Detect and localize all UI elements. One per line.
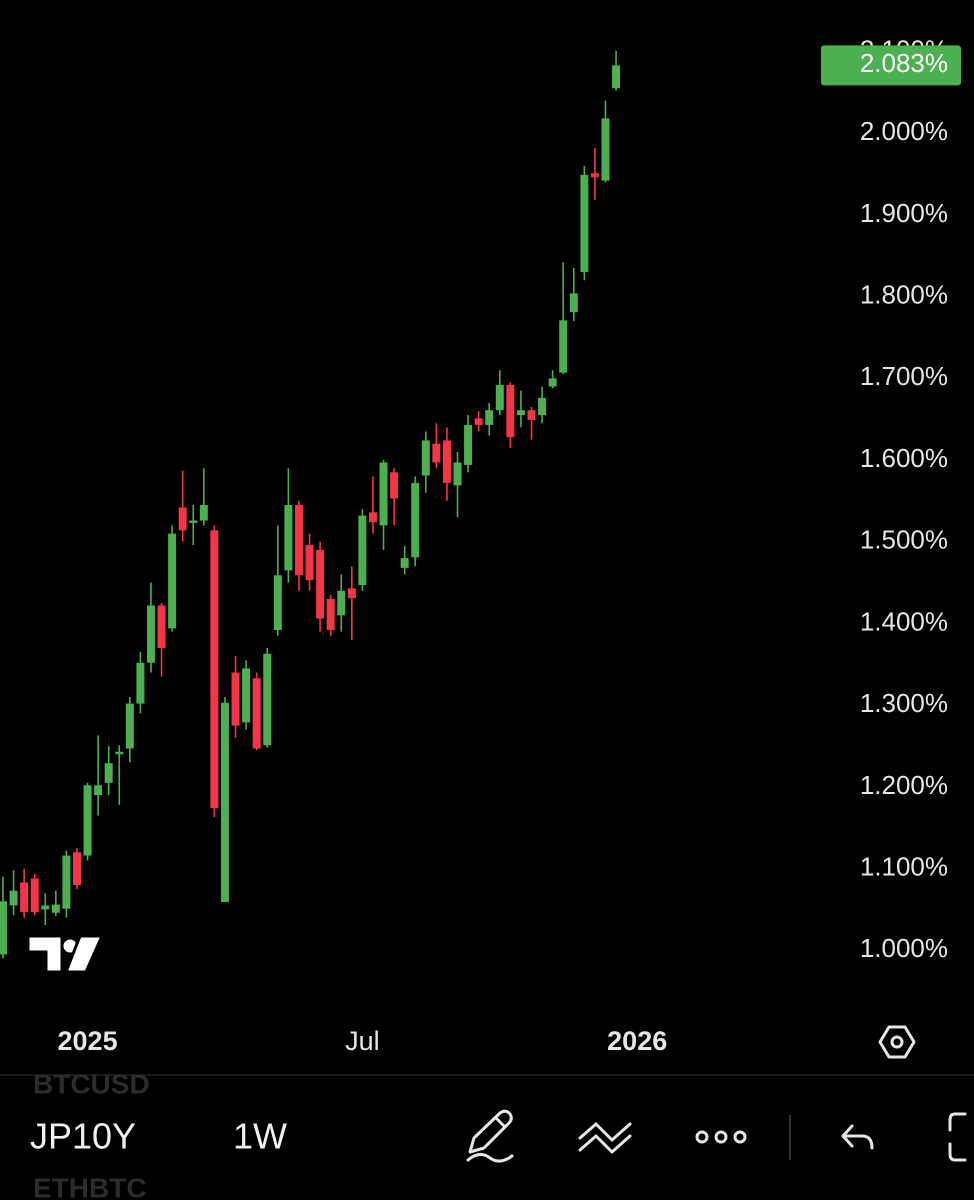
fullscreen-button[interactable] [948,1112,967,1162]
candle-body [104,763,113,783]
logo [26,934,105,974]
candle-body [474,418,483,425]
y-tick-label: 1.300% [860,688,948,718]
y-tick-label: 1.500% [860,525,948,555]
candle-body [347,588,356,599]
candle-body [189,520,198,523]
plot [0,50,621,959]
candle-body [284,505,293,571]
candle-body [178,507,187,531]
y-tick-label: 1.200% [860,770,948,800]
candle-body [199,505,208,521]
candle-body [590,173,599,178]
y-tick-label: 1.100% [860,852,948,882]
candle-body [411,482,420,558]
candle-body [432,443,441,463]
x-tick-label: Jul [345,1026,380,1056]
candle-body [612,65,621,89]
candle-body [316,549,325,619]
indicators-button[interactable] [578,1122,632,1154]
candle-body [168,533,177,629]
candle-body [580,174,589,273]
candle-body [83,785,92,856]
candle-body [210,530,219,809]
x-tick-label: 2025 [58,1026,118,1056]
candle-body [421,440,430,476]
interval[interactable]: 1W [233,1116,287,1157]
y-tick-label: 1.700% [860,361,948,391]
y-tick-label: 1.600% [860,443,948,473]
candle-body [294,505,303,576]
candle-body [252,678,261,749]
candle-body [390,472,399,499]
candle-body [368,512,377,523]
candle-body [326,598,335,631]
candle-body [453,462,462,486]
price-axis: 1.000% 1.100% 1.200% 1.300% 1.400% 1.500% 1.60… [821,34,961,963]
y-tick-label: 1.000% [860,933,948,963]
candle-body [485,410,494,425]
candle-body [146,605,155,663]
candle-body [379,462,388,526]
y-tick-label: 1.800% [860,280,948,310]
candle-body [569,293,578,313]
candle-body [125,703,134,749]
settings-button[interactable] [878,1025,916,1059]
candle-body [305,545,314,581]
candle-body [242,668,251,723]
candle-body [220,702,229,903]
candle-body [94,785,103,796]
symbol-faded: ETHBTC [33,1172,147,1200]
last-price-label: 2.083% [860,48,948,78]
candle-body [548,378,557,387]
candle-body [400,558,409,568]
candle-body [358,515,367,586]
candle-body [464,424,473,465]
candle-body [0,901,7,955]
candle-body [62,855,71,909]
candle-body [442,440,451,483]
candle-body [527,410,536,421]
x-tick-label: 2026 [607,1026,667,1056]
candle-body [41,905,50,910]
candle-body [9,890,18,906]
x-axis: 2025 Jul 2026 [58,1026,668,1056]
more-button[interactable] [695,1130,747,1144]
y-tick-label: 1.400% [860,606,948,636]
candle-body [51,904,60,913]
candle-body [516,410,525,416]
candle-body [115,751,124,755]
candle-body [263,653,272,746]
candle-body [231,672,240,726]
candle-body [495,384,504,411]
candle-body [601,118,610,181]
candle-body [72,852,81,885]
candle-body [273,575,282,631]
candle-body [559,320,568,373]
symbol[interactable]: JP10Y [30,1116,136,1157]
draw-button[interactable] [466,1109,514,1163]
candle-body [157,605,166,649]
candle-body [538,397,547,416]
candle-body [30,878,39,912]
symbol-faded: BTCUSD [33,1068,150,1099]
candle-body [337,590,346,616]
y-tick-label: 1.900% [860,198,948,228]
undo-button[interactable] [841,1124,874,1150]
candle-body [506,384,515,438]
candle-body [20,882,29,912]
candle-body [136,662,145,704]
last-price-box [821,45,961,86]
y-tick-label: 2.000% [860,116,948,146]
